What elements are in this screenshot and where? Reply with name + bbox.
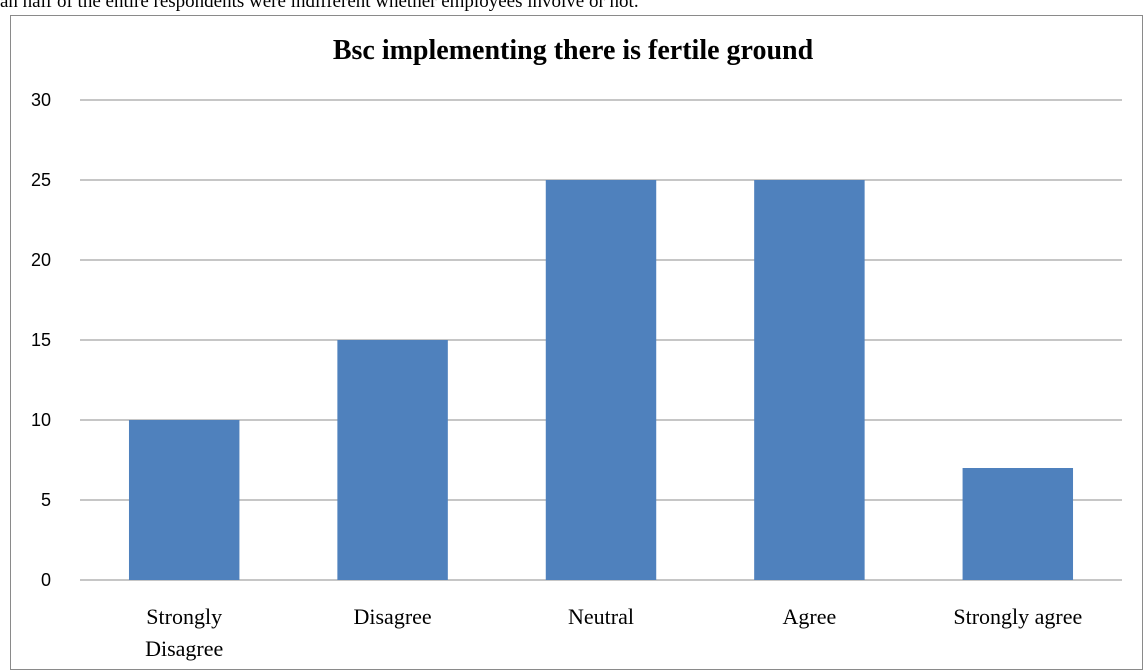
- y-tick-label: 30: [31, 90, 51, 110]
- x-tick-label: Strongly Disagree: [145, 604, 223, 661]
- bar: [545, 180, 657, 580]
- intro-text: an half of the entire respondents were i…: [0, 0, 639, 12]
- x-tick-label: Agree: [783, 604, 837, 629]
- bar: [754, 180, 865, 580]
- bars: [128, 180, 1074, 580]
- y-tick-label: 25: [31, 170, 51, 190]
- y-tick-label: 20: [31, 250, 51, 270]
- x-tick-label: Neutral: [568, 604, 634, 629]
- x-tick-label: Strongly agree: [953, 604, 1082, 629]
- bar: [962, 468, 1074, 580]
- y-tick-label: 15: [31, 330, 51, 350]
- y-tick-label: 5: [41, 490, 51, 510]
- y-tick-label: 0: [41, 570, 51, 590]
- y-axis: 0 5 10 15 20 25 30: [31, 90, 51, 590]
- bar: [128, 420, 240, 580]
- chart-title: Bsc implementing there is fertile ground: [333, 35, 814, 66]
- bar: [337, 340, 448, 580]
- y-tick-label: 10: [31, 410, 51, 430]
- x-axis: Strongly Disagree Disagree Neutral Agree Stro…: [145, 604, 1082, 661]
- x-tick-label: Disagree: [354, 604, 432, 629]
